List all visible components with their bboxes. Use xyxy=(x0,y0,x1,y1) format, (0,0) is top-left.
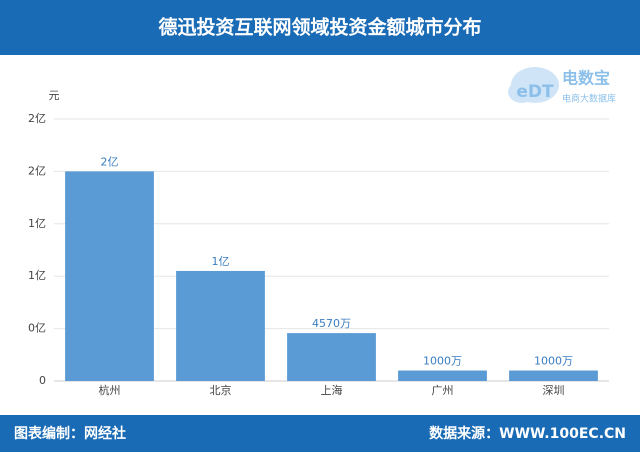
footer-left: 图表编制：网经社 xyxy=(14,425,126,442)
y-tick-label: 0亿 xyxy=(28,322,46,335)
y-tick-label: 2亿 xyxy=(28,164,46,177)
bar xyxy=(287,333,376,381)
footer-bar xyxy=(0,415,640,452)
title-banner xyxy=(0,0,640,55)
value-label: 1亿 xyxy=(212,255,230,268)
bar xyxy=(398,370,487,381)
value-label: 1000万 xyxy=(423,355,462,368)
chart-title: 德迅投资互联网领域投资金额城市分布 xyxy=(158,16,481,39)
x-tick-label: 深圳 xyxy=(543,384,565,397)
logo-tagline: 电商大数据库 xyxy=(562,93,616,105)
footer-right: 数据来源：WWW.100EC.CN xyxy=(429,425,626,442)
x-tick-label: 广州 xyxy=(432,384,454,397)
x-tick-label: 北京 xyxy=(210,383,232,397)
bar xyxy=(65,171,154,381)
value-label: 1000万 xyxy=(534,355,573,368)
x-tick-label: 上海 xyxy=(321,383,343,397)
logo-cloud xyxy=(508,81,536,103)
value-label: 2亿 xyxy=(101,155,119,168)
y-tick-label: 1亿 xyxy=(28,269,46,282)
y-tick-label: 1亿 xyxy=(28,217,46,230)
bar xyxy=(509,370,598,381)
y-tick-label: 2亿 xyxy=(28,112,46,125)
logo-mark: eDT xyxy=(516,82,554,102)
logo-name: 电数宝 xyxy=(562,69,610,88)
x-tick-label: 杭州 xyxy=(99,383,121,397)
bar xyxy=(176,270,265,381)
value-label: 4570万 xyxy=(312,317,351,330)
logo: eDT 电数宝 电商大数据库 xyxy=(508,67,616,105)
y-axis-label: 元 xyxy=(49,89,60,102)
y-tick-label: 0 xyxy=(39,374,46,387)
